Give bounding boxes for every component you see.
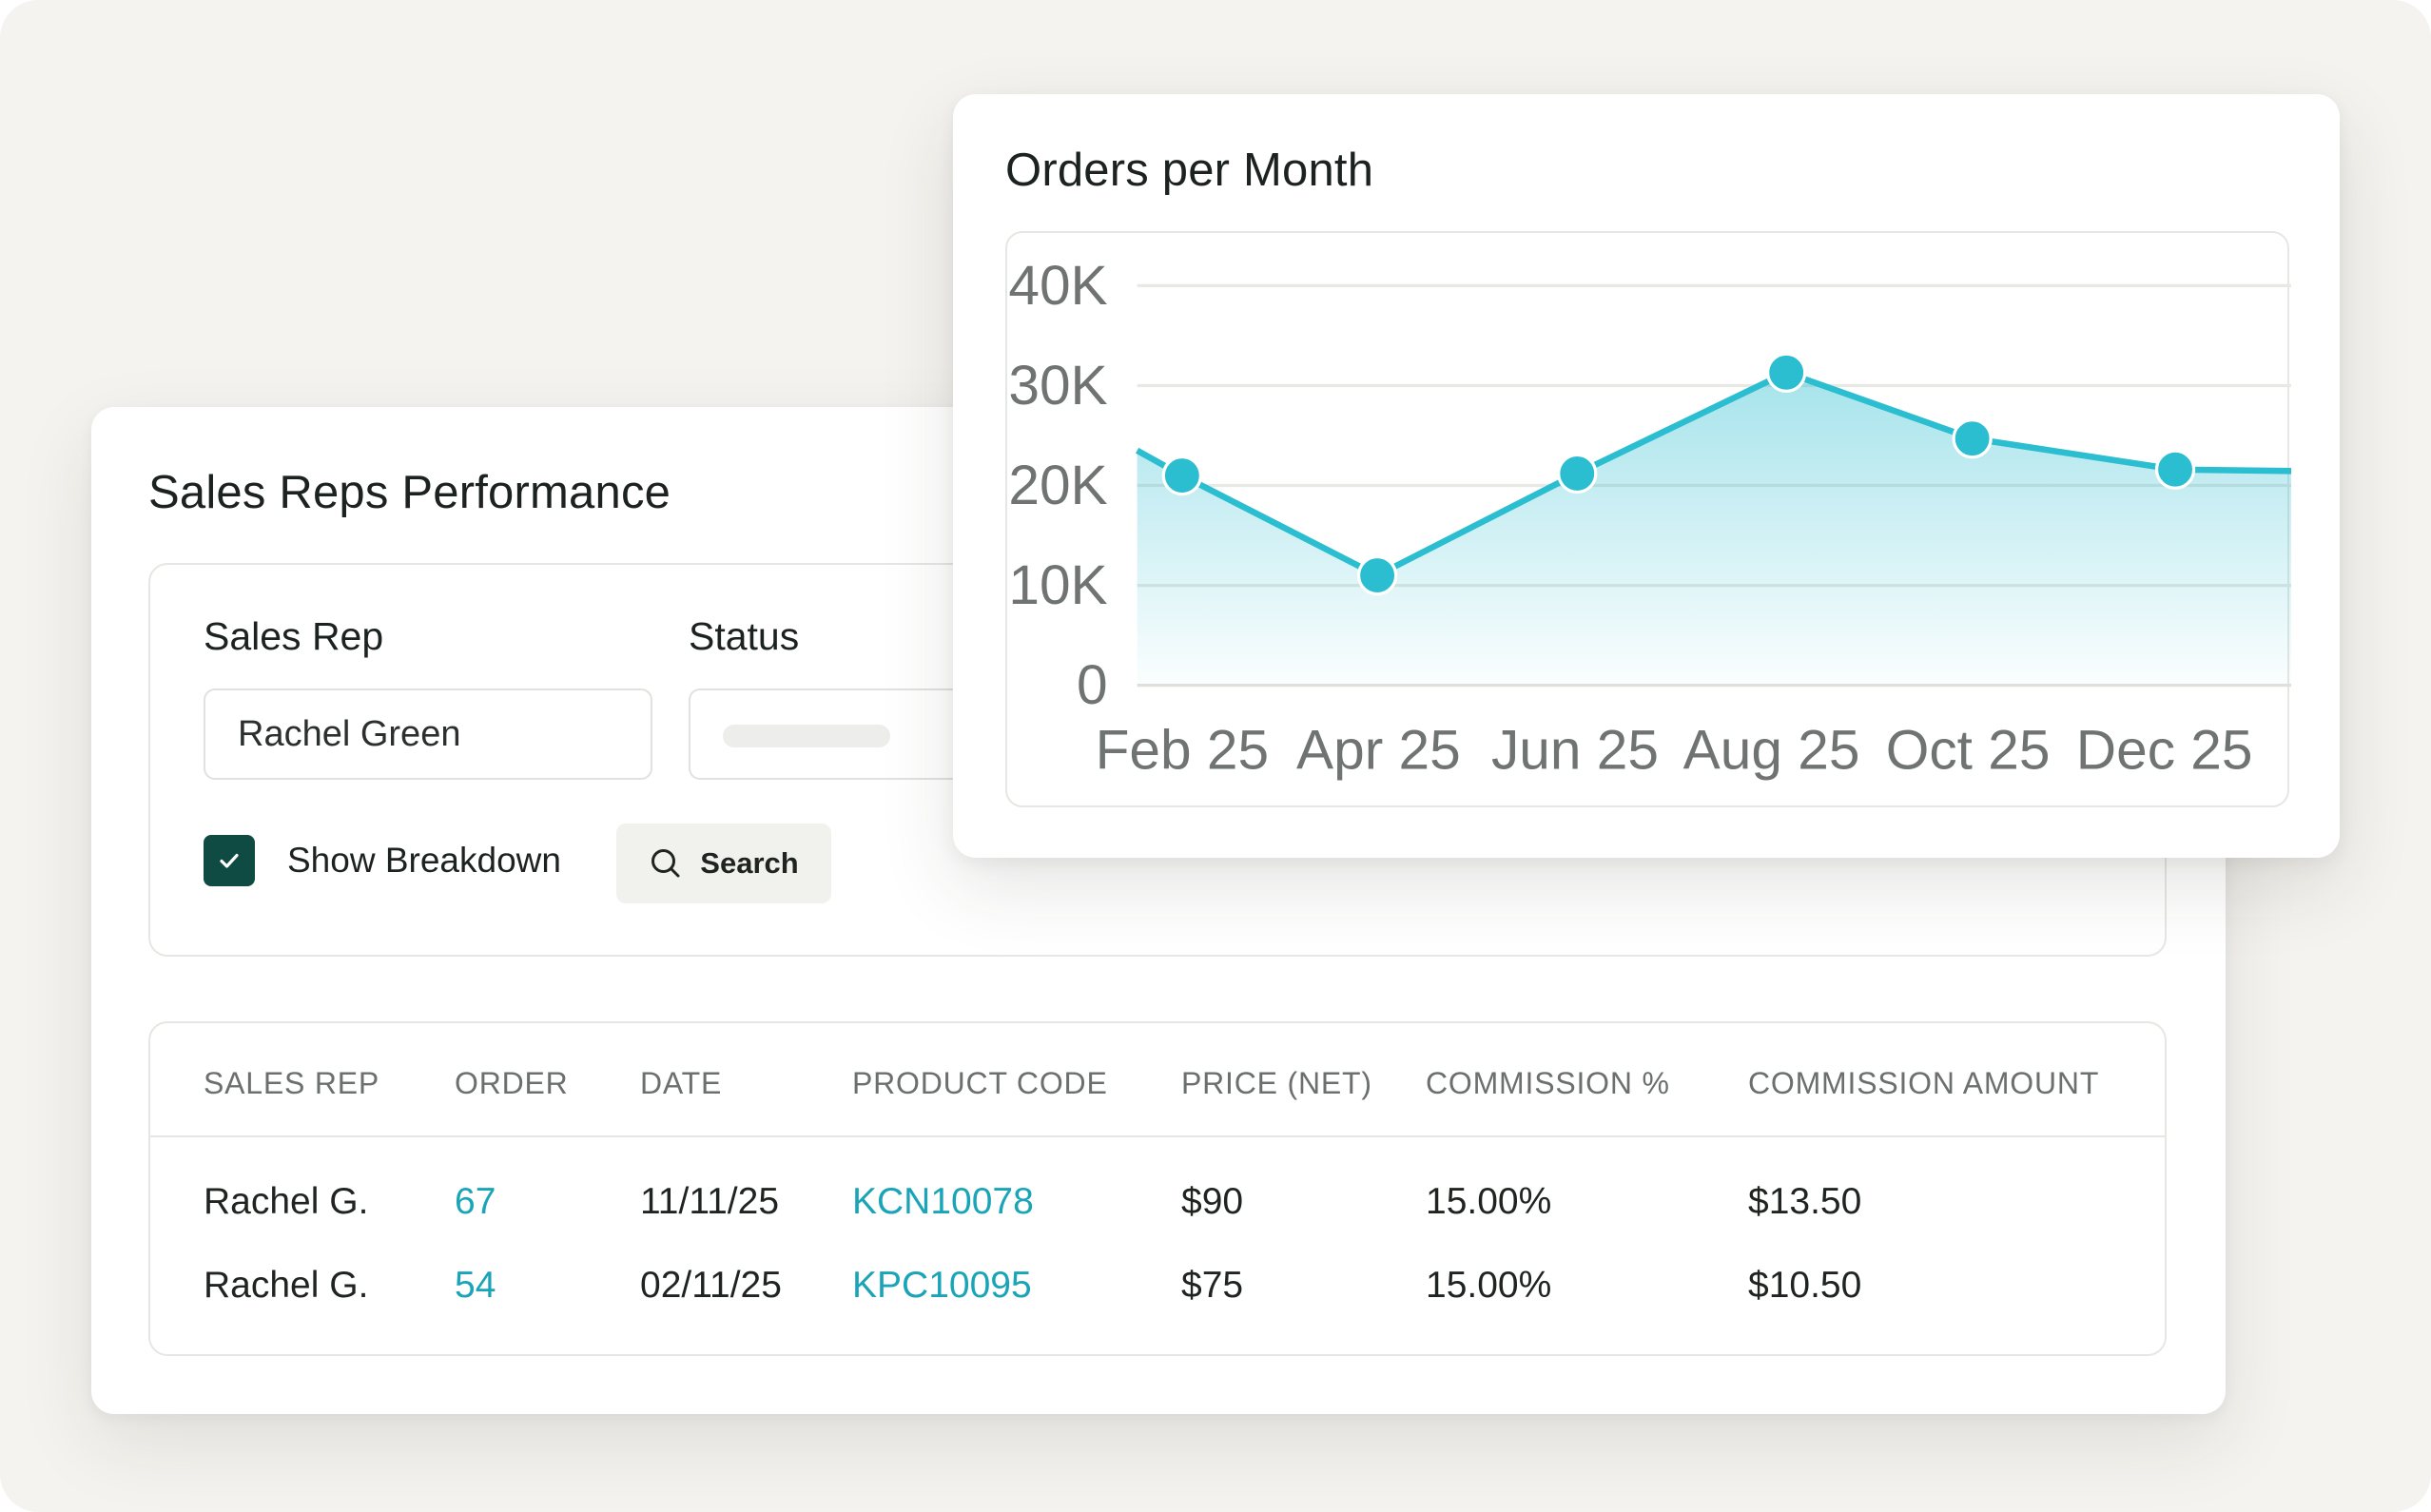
column-header-commission-pct[interactable]: COMMISSION %: [1426, 1066, 1670, 1100]
data-point[interactable]: [1557, 453, 1598, 494]
data-point[interactable]: [1952, 417, 1993, 459]
chart-title: Orders per Month: [1005, 145, 1374, 196]
search-button-label: Search: [700, 846, 799, 880]
x-tick-label: Aug 25: [1683, 720, 1860, 782]
column-header-date[interactable]: DATE: [640, 1066, 723, 1100]
x-tick-label: Oct 25: [1886, 720, 2051, 782]
x-tick-label: Dec 25: [2076, 720, 2253, 782]
cell-date: 02/11/25: [640, 1265, 782, 1306]
cell-date: 11/11/25: [640, 1181, 780, 1222]
commission-table: SALES REP ORDER DATE PRODUCT CODE PRICE …: [148, 1021, 2167, 1356]
data-point[interactable]: [1161, 455, 1203, 496]
table-row: Rachel G. 54 02/11/25 KPC10095 $75 15.00…: [150, 1259, 2165, 1316]
orders-chart: 0 10K 20K 30K 40K Feb 25 Apr 25 Jun 25 Aug 25 Oc…: [1008, 255, 2291, 782]
y-tick-label: 0: [1077, 654, 1108, 716]
y-tick-label: 30K: [1008, 355, 1107, 417]
cell-sales-rep: Rachel G.: [204, 1265, 369, 1306]
y-tick-label: 20K: [1008, 455, 1107, 516]
status-placeholder-bar: [723, 725, 890, 747]
show-breakdown-checkbox[interactable]: [204, 835, 255, 886]
y-tick-label: 40K: [1008, 255, 1107, 317]
cell-price: $75: [1181, 1265, 1244, 1306]
cell-commission-amount: $10.50: [1748, 1265, 1862, 1306]
column-header-product-code[interactable]: PRODUCT CODE: [852, 1066, 1108, 1100]
column-header-price[interactable]: PRICE (NET): [1181, 1066, 1372, 1100]
sales-rep-label: Sales Rep: [204, 614, 384, 658]
sales-rep-input[interactable]: [204, 688, 652, 780]
y-tick-label: 10K: [1008, 554, 1107, 616]
orders-chart-card: Orders per Month 0 10K 20K 30K 40K Feb 25 Apr…: [953, 94, 2340, 858]
order-link[interactable]: 67: [455, 1181, 496, 1222]
search-icon: [652, 849, 680, 878]
show-breakdown-label[interactable]: Show Breakdown: [287, 841, 561, 880]
chart-frame: 0 10K 20K 30K 40K Feb 25 Apr 25 Jun 25 Aug 25 Oc…: [1005, 231, 2291, 807]
check-icon: [220, 853, 239, 868]
series-area: [1137, 372, 2291, 686]
x-tick-label: Apr 25: [1296, 720, 1461, 782]
column-header-order[interactable]: ORDER: [455, 1066, 569, 1100]
table-row: Rachel G. 67 11/11/25 KCN10078 $90 15.00…: [150, 1175, 2165, 1232]
cell-commission-pct: 15.00%: [1426, 1265, 1552, 1306]
cell-sales-rep: Rachel G.: [204, 1181, 369, 1222]
series-line: [1136, 369, 2291, 579]
table-header: SALES REP ORDER DATE PRODUCT CODE PRICE …: [150, 1023, 2165, 1137]
panel-title: Sales Reps Performance: [148, 467, 671, 518]
product-code-link[interactable]: KPC10095: [852, 1265, 1032, 1306]
column-header-sales-rep[interactable]: SALES REP: [204, 1066, 380, 1100]
column-header-commission-amount[interactable]: COMMISSION AMOUNT: [1748, 1066, 2100, 1100]
data-point[interactable]: [1765, 352, 1807, 393]
cell-commission-amount: $13.50: [1748, 1181, 1862, 1222]
data-point[interactable]: [1356, 554, 1398, 596]
cell-commission-pct: 15.00%: [1426, 1181, 1552, 1222]
data-point[interactable]: [2154, 449, 2196, 490]
status-label: Status: [689, 614, 800, 658]
product-code-link[interactable]: KCN10078: [852, 1181, 1034, 1222]
order-link[interactable]: 54: [455, 1265, 496, 1306]
x-tick-label: Feb 25: [1096, 720, 1270, 782]
search-button[interactable]: Search: [616, 824, 831, 903]
cell-price: $90: [1181, 1181, 1244, 1222]
x-tick-label: Jun 25: [1491, 720, 1659, 782]
